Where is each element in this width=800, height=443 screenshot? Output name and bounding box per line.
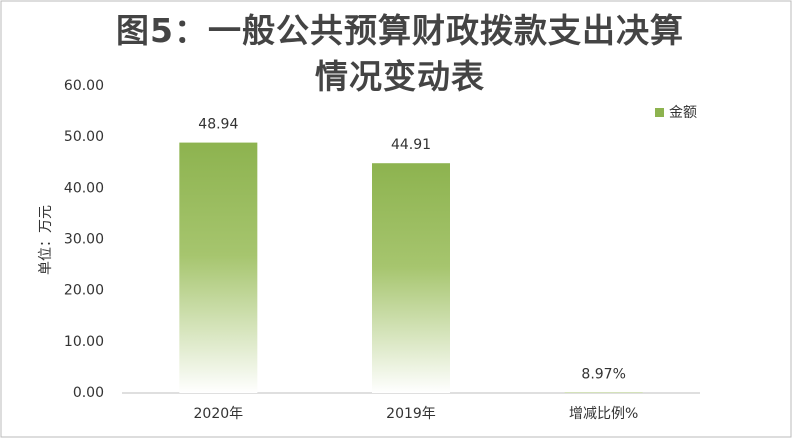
- chart-title: 图5：一般公共预算财政拨款支出决算情况变动表: [116, 11, 684, 96]
- x-tick-label: 2019年: [386, 406, 436, 422]
- y-tick-label: 60.00: [64, 78, 104, 94]
- legend-swatch: [655, 108, 664, 117]
- x-tick-label: 增减比例%: [569, 406, 638, 422]
- value-label: 44.91: [391, 137, 431, 153]
- value-label: 48.94: [198, 117, 238, 133]
- y-tick-label: 10.00: [64, 334, 104, 350]
- y-tick-label: 20.00: [64, 283, 104, 299]
- y-tick-label: 40.00: [64, 180, 104, 196]
- bar: [179, 142, 258, 393]
- y-axis-label: 单位：万元: [38, 205, 54, 275]
- legend-label: 金额: [669, 105, 697, 121]
- value-label: 8.97%: [581, 367, 625, 383]
- frame: [0, 0, 792, 438]
- bar: [372, 163, 450, 393]
- y-tick-label: 0.00: [73, 385, 104, 401]
- x-tick-label: 2020年: [194, 406, 244, 422]
- y-tick-label: 30.00: [64, 232, 104, 248]
- y-tick-label: 50.00: [64, 129, 104, 145]
